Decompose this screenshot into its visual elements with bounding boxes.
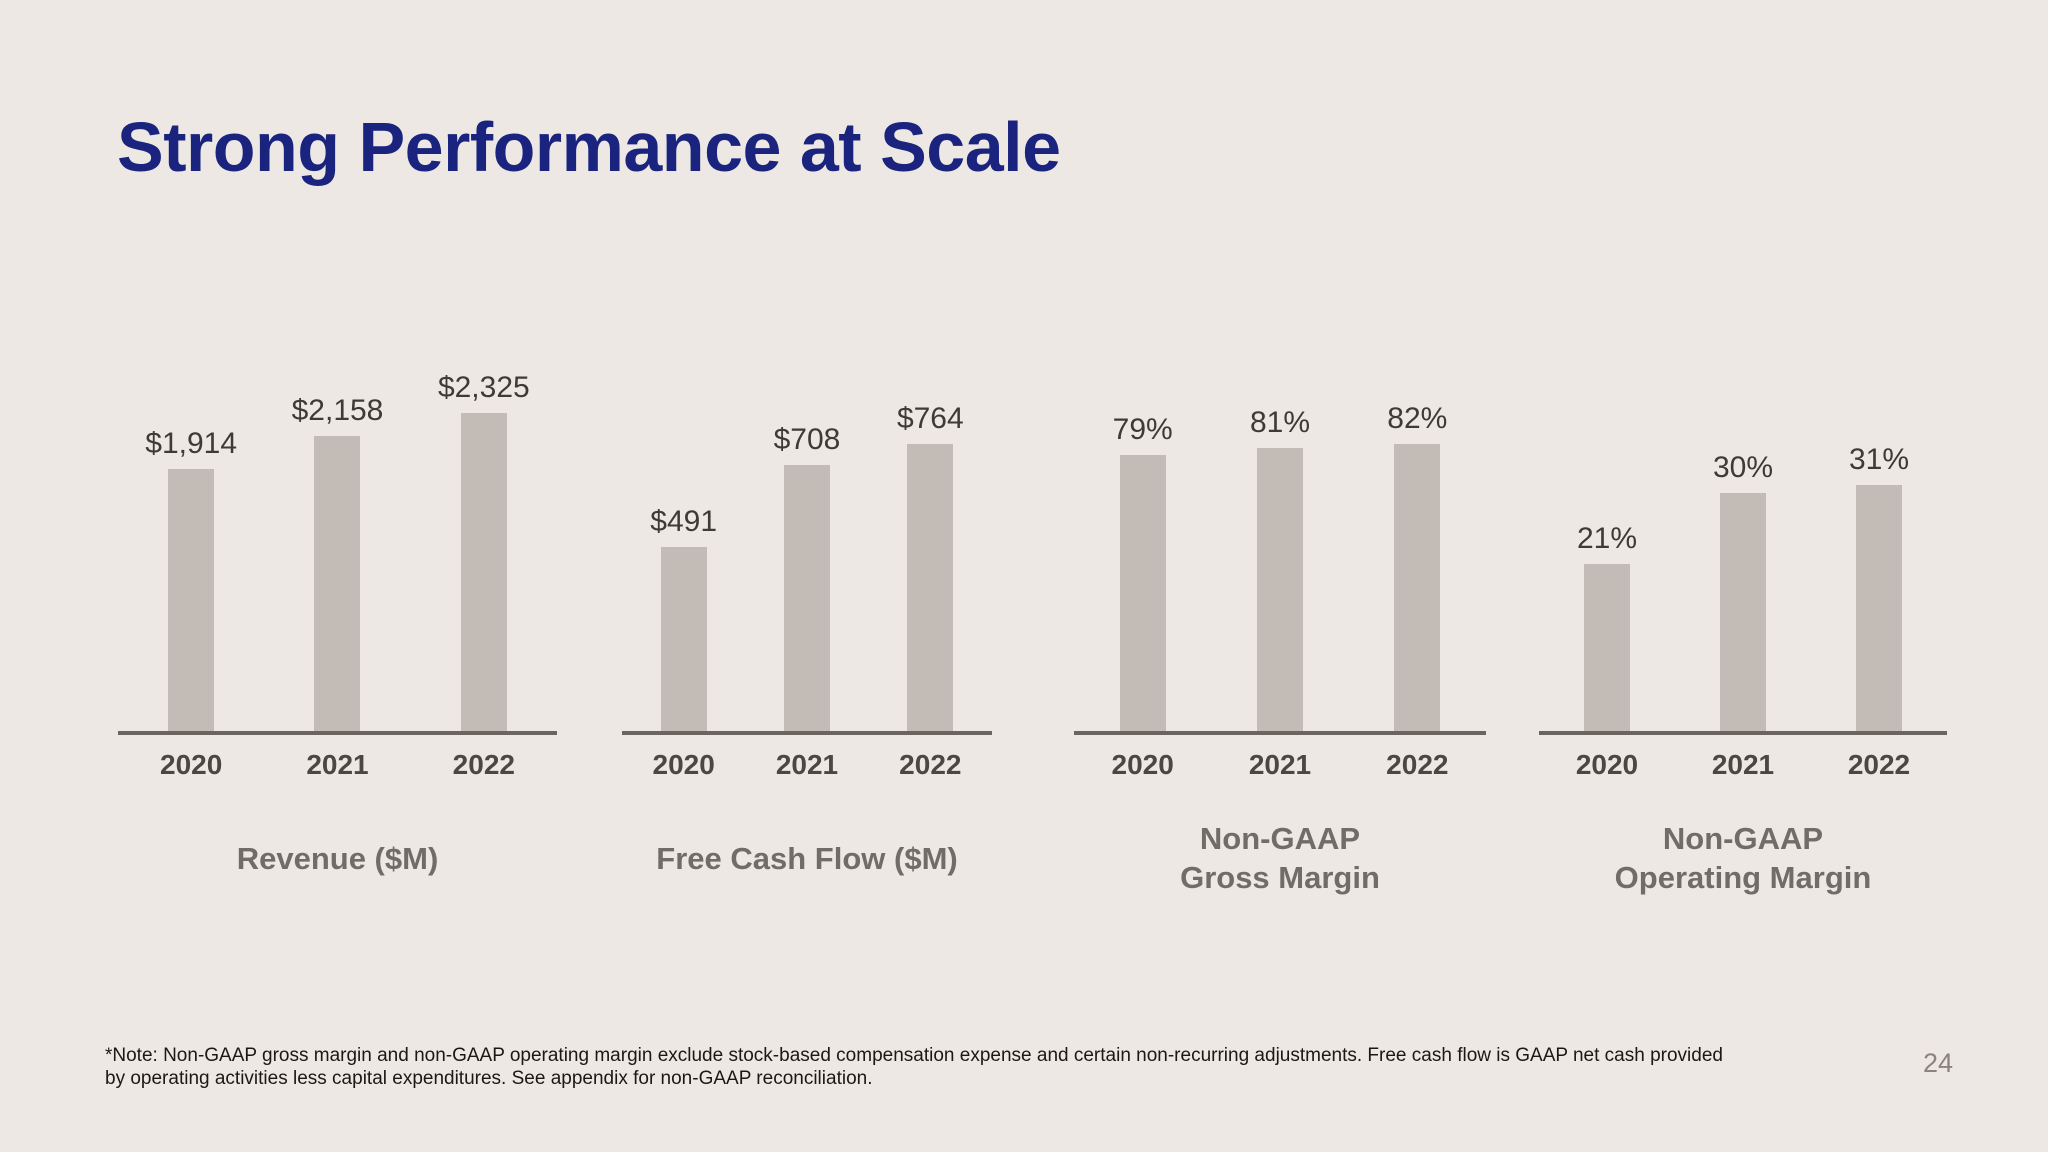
x-axis-line [118,731,557,735]
bar-column-2021: 30% [1713,451,1773,731]
bar-value-label: 31% [1848,443,1910,476]
chart-title-free-cash-flow: Free Cash Flow ($M) [622,819,992,897]
x-axis-line [1074,731,1486,735]
plot-area: 21% 30% 31% [1539,371,1947,731]
plot-area: $1,914 $2,158 $2,325 [118,371,557,731]
year-label: 2020 [1575,749,1639,780]
bar-column-2020: 79% [1113,413,1173,731]
chart-revenue: $1,914 $2,158 $2,325 2020 2021 2022 Revenue … [118,371,557,897]
category-labels: 2020 2021 2022 [1539,749,1947,781]
year-label: 2021 [1248,749,1312,780]
bar-value-label: $2,158 [291,394,384,427]
year-label: 2021 [775,749,839,780]
bar-column-2022: $2,325 [438,371,530,731]
year-label: 2022 [899,749,962,780]
plot-area: $491 $708 $764 [622,371,992,731]
bar-value-label: $491 [650,505,718,538]
footnote-line-2: by operating activities less capital exp… [105,1068,873,1089]
chart-title-operating-margin: Non-GAAP Operating Margin [1539,819,1947,897]
bar-gross-margin-2020 [1119,455,1166,731]
bar-column-2020: 21% [1577,522,1637,731]
plot-area: 79% 81% 82% [1074,371,1486,731]
bar-free-cash-flow-2021 [783,465,830,731]
x-axis-line [1539,731,1947,735]
chart-title-revenue: Revenue ($M) [118,819,557,897]
bar-revenue-2022 [460,413,507,731]
chart-title-line: Revenue ($M) [236,840,439,876]
bar-value-label: 81% [1249,406,1311,439]
bar-value-label: $764 [896,402,964,435]
bar-free-cash-flow-2020 [660,547,707,731]
chart-title-line: Free Cash Flow ($M) [656,840,958,876]
chart-gross-margin: 79% 81% 82% 2020 2021 2022 Non-GAAP Gross Mar… [1074,371,1486,897]
bar-gross-margin-2021 [1256,448,1303,731]
bar-operating-margin-2022 [1855,485,1902,731]
chart-title-line: Non-GAAP [1199,821,1361,857]
chart-title-line: Operating Margin [1614,860,1872,896]
chart-title-line: Gross Margin [1180,860,1380,896]
bar-revenue-2021 [314,436,361,731]
bar-column-2022: $764 [897,402,964,731]
bar-gross-margin-2022 [1394,444,1441,731]
slide-title: Strong Performance at Scale [117,108,1061,186]
bar-operating-margin-2021 [1719,493,1766,731]
bar-value-label: $1,914 [145,427,238,460]
chart-title-line: Non-GAAP [1662,821,1824,857]
bar-value-label: 82% [1387,402,1448,435]
category-labels: 2020 2021 2022 [118,749,557,781]
bar-value-label: $2,325 [437,371,530,404]
bar-operating-margin-2020 [1583,564,1630,731]
category-labels: 2020 2021 2022 [622,749,992,781]
bar-revenue-2020 [168,469,215,731]
bar-free-cash-flow-2022 [907,444,954,731]
bar-value-label: 30% [1712,451,1774,484]
chart-title-gross-margin: Non-GAAP Gross Margin [1074,819,1486,897]
year-label: 2021 [1711,749,1775,780]
bar-column-2021: 81% [1250,406,1310,731]
footnote: *Note: Non-GAAP gross margin and non-GAA… [105,1044,1805,1090]
bar-value-label: 21% [1576,522,1638,555]
bar-column-2021: $2,158 [291,394,384,731]
bar-column-2022: 82% [1387,402,1447,731]
footnote-line-1: *Note: Non-GAAP gross margin and non-GAA… [105,1045,1723,1066]
bar-column-2020: $491 [650,505,717,731]
chart-free-cash-flow: $491 $708 $764 2020 2021 2022 Free Cash Flow… [622,371,992,897]
page-number: 24 [1922,1048,1953,1078]
year-label: 2020 [1111,749,1174,780]
x-axis-line [622,731,992,735]
bar-column-2020: $1,914 [145,427,237,731]
year-label: 2020 [160,749,223,780]
bar-column-2022: 31% [1849,443,1909,731]
year-label: 2022 [1386,749,1449,780]
year-label: 2022 [452,749,515,780]
category-labels: 2020 2021 2022 [1074,749,1486,781]
bar-column-2021: $708 [773,423,841,731]
year-label: 2022 [1847,749,1911,780]
year-label: 2020 [652,749,715,780]
chart-operating-margin: 21% 30% 31% 2020 2021 2022 Non-GAAP Operating… [1539,371,1947,897]
bar-value-label: 79% [1112,413,1173,446]
year-label: 2021 [306,749,369,780]
bar-value-label: $708 [773,423,841,456]
